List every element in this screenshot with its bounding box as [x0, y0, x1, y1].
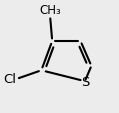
Text: Cl: Cl	[3, 73, 16, 86]
Text: S: S	[81, 75, 89, 88]
Text: CH₃: CH₃	[39, 4, 61, 17]
